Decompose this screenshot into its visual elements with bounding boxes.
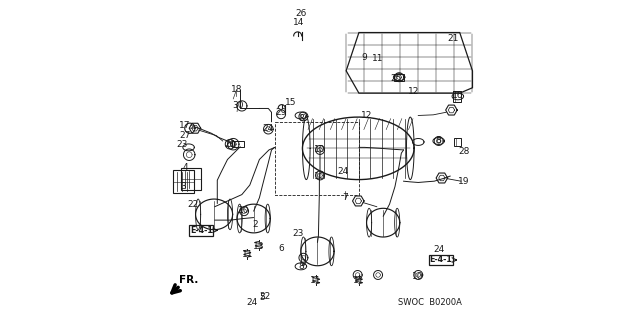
Text: SWOC  B0200A: SWOC B0200A [398, 298, 462, 307]
Text: 11: 11 [353, 276, 365, 285]
Text: 16: 16 [452, 91, 463, 100]
Text: 8: 8 [299, 262, 305, 271]
Text: 26: 26 [296, 9, 307, 18]
Text: 13: 13 [253, 242, 264, 251]
Bar [429, 255, 452, 265]
Text: 10: 10 [314, 172, 325, 181]
Text: 10: 10 [412, 272, 423, 281]
Text: 11: 11 [241, 250, 253, 259]
Text: 28: 28 [458, 147, 470, 156]
Text: 24: 24 [337, 167, 349, 176]
Text: 23: 23 [292, 229, 304, 238]
Text: 22: 22 [259, 292, 271, 300]
Text: 10: 10 [238, 206, 250, 215]
Text: 24: 24 [262, 124, 274, 133]
Text: 23: 23 [177, 140, 188, 149]
Bar [173, 170, 195, 193]
Text: 17: 17 [179, 121, 190, 130]
Text: 25: 25 [390, 74, 402, 83]
Bar [453, 91, 461, 102]
Text: 24: 24 [433, 245, 444, 254]
Text: 19: 19 [458, 177, 470, 186]
Text: 15: 15 [285, 98, 296, 107]
Bar [454, 138, 461, 146]
Bar [232, 141, 244, 147]
Text: 5: 5 [259, 293, 265, 302]
Bar [394, 74, 404, 81]
Text: 7: 7 [342, 193, 348, 202]
Text: 11: 11 [310, 276, 322, 285]
Text: 27: 27 [180, 131, 191, 140]
Text: 6: 6 [279, 244, 285, 253]
Text: 10: 10 [314, 145, 325, 154]
Text: 24: 24 [247, 298, 258, 307]
Text: 29: 29 [275, 108, 287, 117]
Text: 21: 21 [447, 34, 459, 43]
Bar [189, 225, 213, 236]
Text: 14: 14 [292, 19, 304, 27]
Text: 22: 22 [188, 200, 198, 209]
Text: 12: 12 [361, 111, 372, 120]
Text: 12: 12 [408, 87, 419, 96]
Text: 9: 9 [362, 53, 367, 62]
Text: E-4-1: E-4-1 [190, 226, 212, 235]
Text: 20: 20 [225, 140, 236, 149]
Bar [181, 168, 201, 190]
Text: 18: 18 [230, 85, 242, 94]
Text: FR.: FR. [179, 275, 198, 285]
Text: E-4-1: E-4-1 [429, 256, 452, 264]
Text: 8: 8 [436, 136, 442, 145]
Text: 30: 30 [232, 101, 243, 110]
Text: 3: 3 [180, 182, 186, 191]
Text: 2: 2 [253, 220, 259, 229]
Text: 11: 11 [372, 54, 384, 63]
Text: 8: 8 [298, 114, 304, 123]
Text: 4: 4 [182, 163, 188, 172]
